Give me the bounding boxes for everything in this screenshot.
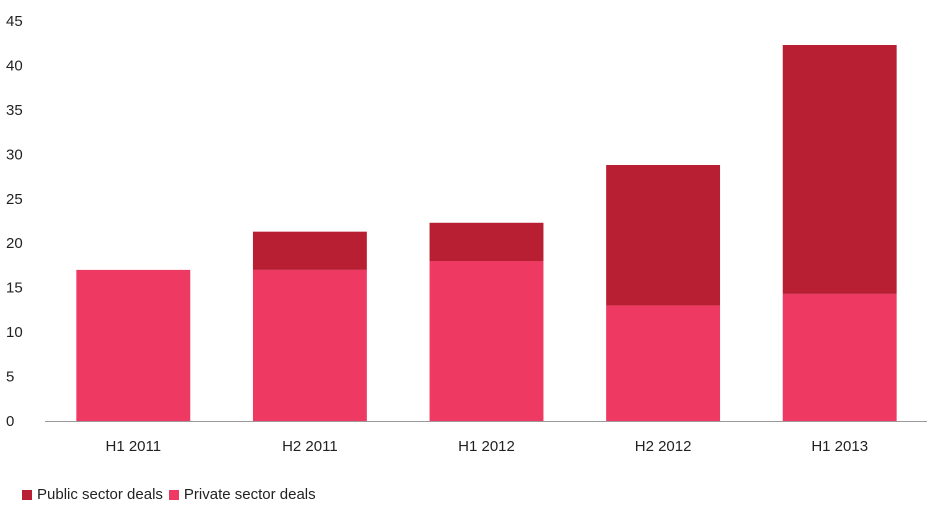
x-tick-label: H1 2012 [458, 438, 515, 455]
x-axis-ticks: H1 2011 H2 2011 H1 2012 H2 2012 H1 2013 [105, 438, 868, 455]
x-tick-label: H1 2011 [105, 438, 161, 455]
x-tick-label: H2 2011 [282, 438, 338, 455]
y-tick-label: 5 [6, 369, 14, 386]
y-tick-label: 20 [6, 235, 23, 252]
x-tick-label: H2 2012 [635, 438, 692, 455]
bar-public-h1-2013 [782, 45, 897, 294]
legend-item-private: Private sector deals [168, 486, 316, 503]
legend-item-public: Public sector deals [22, 486, 163, 503]
bar-public-h2-2011 [252, 231, 367, 270]
bar-private-h1-2011 [76, 269, 191, 421]
legend: Public sector deals Private sector deals [22, 486, 322, 503]
legend-swatch-private [168, 489, 179, 500]
bar-private-h1-2013 [782, 293, 897, 421]
y-tick-label: 15 [6, 280, 23, 297]
bar-public-h2-2012 [606, 165, 721, 306]
x-tick-label: H1 2013 [811, 438, 868, 455]
bars [76, 45, 897, 421]
y-tick-label: 10 [6, 324, 23, 341]
y-tick-label: 45 [6, 13, 23, 30]
legend-swatch-public [22, 489, 32, 500]
stacked-bar-chart: 0 5 10 15 20 25 30 35 40 45 H1 2011 H2 2011 H1 2012… [6, 13, 927, 455]
y-tick-label: 0 [6, 413, 14, 430]
legend-label-private: Private sector deals [183, 486, 316, 503]
bar-private-h1-2012 [429, 261, 544, 421]
y-tick-label: 35 [6, 102, 23, 119]
y-tick-label: 40 [6, 57, 23, 74]
y-axis-ticks: 0 5 10 15 20 25 30 35 40 45 [6, 13, 23, 430]
y-tick-label: 25 [6, 191, 23, 208]
y-tick-label: 30 [6, 146, 23, 163]
bar-private-h2-2012 [606, 305, 721, 421]
legend-label-public: Public sector deals [37, 486, 163, 503]
bar-private-h2-2011 [252, 269, 367, 421]
bar-public-h1-2012 [429, 222, 544, 261]
